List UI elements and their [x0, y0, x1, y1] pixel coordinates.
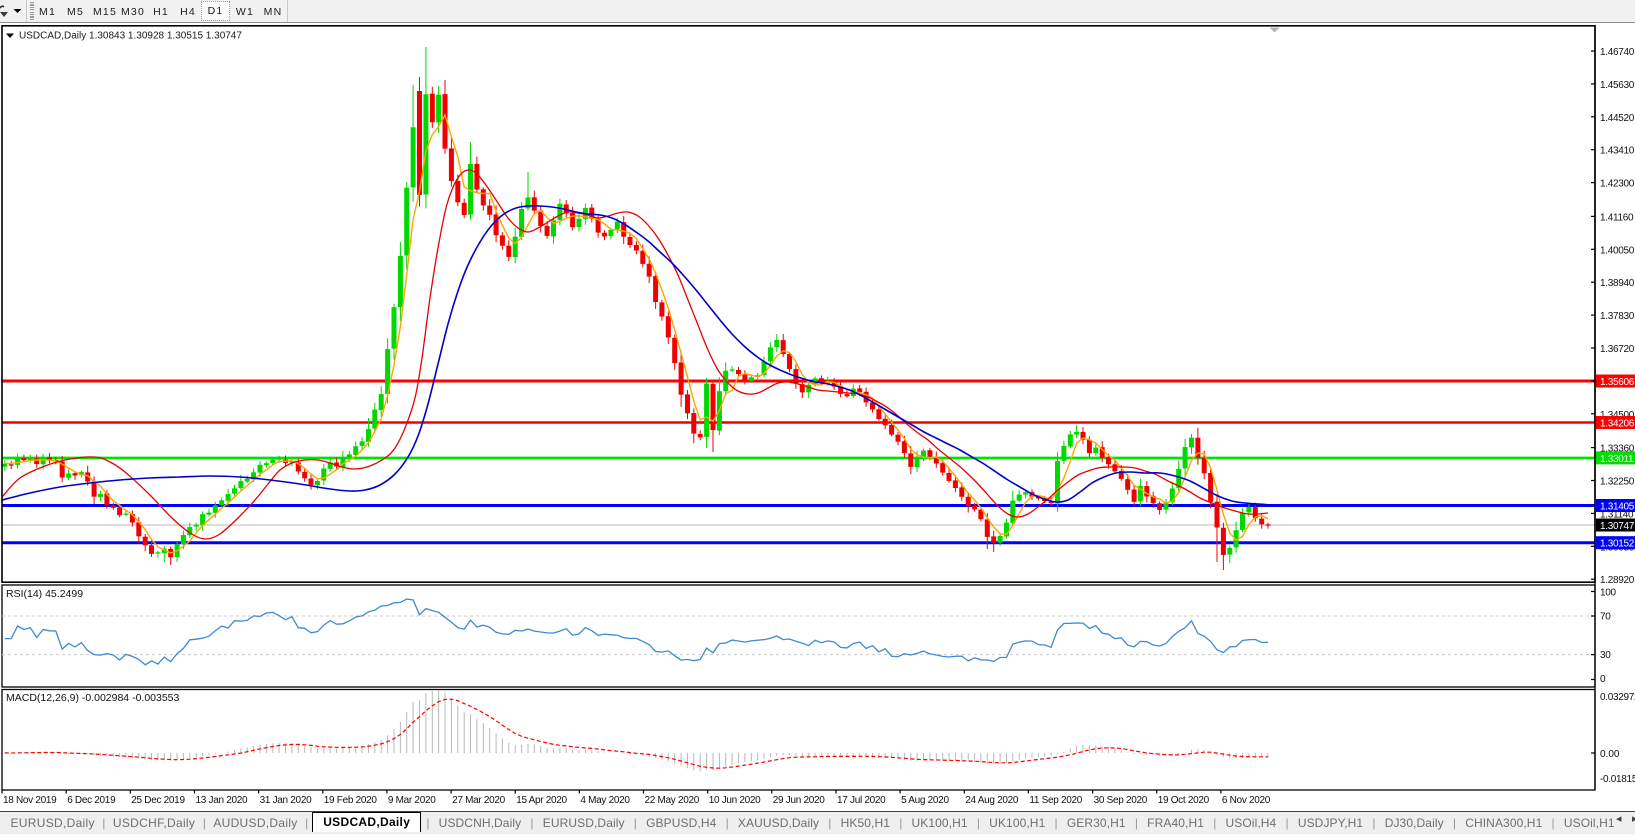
svg-text:15 Apr 2020: 15 Apr 2020: [516, 795, 567, 806]
svg-text:22 May 2020: 22 May 2020: [645, 795, 700, 806]
svg-text:70: 70: [1600, 612, 1611, 623]
svg-text:4 May 2020: 4 May 2020: [580, 795, 630, 806]
svg-text:1.34500: 1.34500: [1600, 410, 1635, 421]
svg-text:1.33011: 1.33011: [1600, 454, 1634, 465]
svg-text:1.38940: 1.38940: [1600, 278, 1635, 289]
svg-text:100: 100: [1600, 588, 1617, 599]
svg-text:19 Oct 2020: 19 Oct 2020: [1158, 795, 1210, 806]
svg-text:27 Mar 2020: 27 Mar 2020: [452, 795, 506, 806]
svg-text:1.31405: 1.31405: [1600, 502, 1635, 513]
svg-text:30: 30: [1600, 650, 1611, 661]
svg-text:1.41160: 1.41160: [1600, 212, 1634, 223]
svg-text:1.44520: 1.44520: [1600, 113, 1635, 124]
svg-text:1.34206: 1.34206: [1600, 419, 1635, 430]
svg-text:1.40050: 1.40050: [1600, 245, 1635, 256]
svg-text:11 Sep 2020: 11 Sep 2020: [1029, 795, 1082, 806]
svg-text:1.28920: 1.28920: [1600, 575, 1635, 586]
svg-text:9 Mar 2020: 9 Mar 2020: [388, 795, 436, 806]
svg-text:RSI(14) 45.2499: RSI(14) 45.2499: [6, 588, 83, 600]
svg-text:10 Jun 2020: 10 Jun 2020: [709, 795, 761, 806]
svg-text:17 Jul 2020: 17 Jul 2020: [837, 795, 886, 806]
svg-text:1.30747: 1.30747: [1600, 521, 1635, 532]
svg-text:1.35606: 1.35606: [1600, 377, 1635, 388]
svg-text:1.42300: 1.42300: [1600, 179, 1635, 190]
svg-text:6 Nov 2020: 6 Nov 2020: [1222, 795, 1271, 806]
svg-text:1.31140: 1.31140: [1600, 509, 1634, 520]
svg-text:MACD(12,26,9) -0.002984 -0.003: MACD(12,26,9) -0.002984 -0.003553: [6, 692, 180, 704]
svg-text:19 Feb 2020: 19 Feb 2020: [324, 795, 378, 806]
svg-text:25 Dec 2019: 25 Dec 2019: [131, 795, 185, 806]
svg-text:0: 0: [1600, 674, 1606, 685]
svg-text:1.46740: 1.46740: [1600, 47, 1635, 58]
svg-text:18 Nov 2019: 18 Nov 2019: [3, 795, 57, 806]
svg-text:31 Jan 2020: 31 Jan 2020: [260, 795, 312, 806]
svg-text:1.32250: 1.32250: [1600, 477, 1635, 488]
svg-text:0.032972: 0.032972: [1600, 692, 1635, 703]
svg-text:1.37830: 1.37830: [1600, 311, 1635, 322]
svg-text:5 Aug 2020: 5 Aug 2020: [901, 795, 949, 806]
svg-text:USDCAD,Daily 1.30843 1.30928: USDCAD,Daily 1.30843 1.30928 1.30515 1.3…: [19, 31, 242, 42]
svg-text:13 Jan 2020: 13 Jan 2020: [196, 795, 248, 806]
svg-text:1.33360: 1.33360: [1600, 444, 1635, 455]
svg-text:1.30152: 1.30152: [1600, 539, 1635, 550]
svg-text:-0.018154: -0.018154: [1600, 774, 1635, 785]
svg-text:6 Dec 2019: 6 Dec 2019: [67, 795, 116, 806]
svg-text:1.45630: 1.45630: [1600, 80, 1635, 91]
svg-text:29 Jun 2020: 29 Jun 2020: [773, 795, 825, 806]
svg-text:24 Aug 2020: 24 Aug 2020: [965, 795, 1019, 806]
svg-text:1.43410: 1.43410: [1600, 146, 1635, 157]
svg-text:1.36720: 1.36720: [1600, 344, 1635, 355]
svg-text:0.00: 0.00: [1600, 749, 1620, 760]
svg-text:30 Sep 2020: 30 Sep 2020: [1094, 795, 1148, 806]
